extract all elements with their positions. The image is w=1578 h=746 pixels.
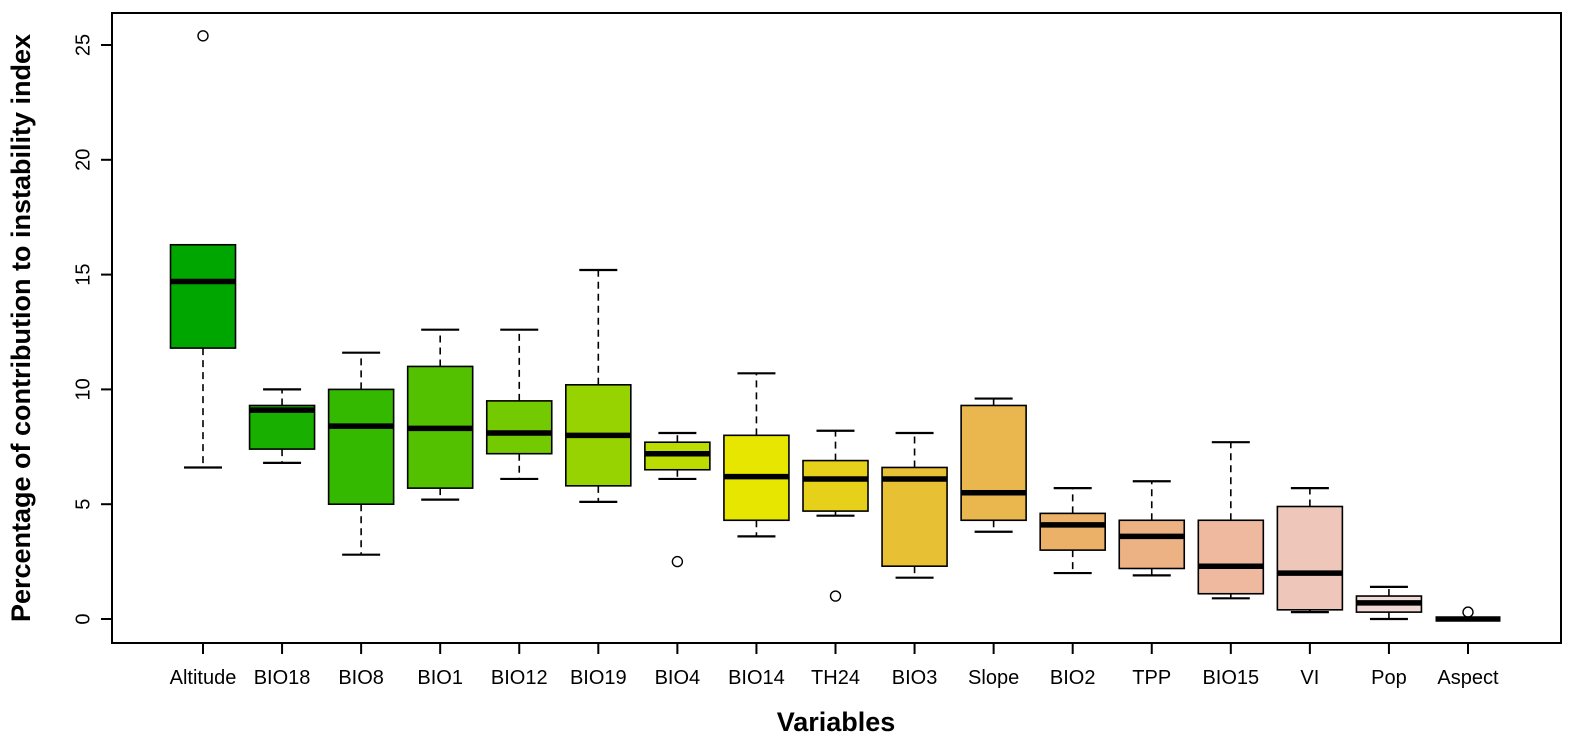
- y-tick-label: 5: [72, 499, 94, 510]
- outlier-point: [1462, 606, 1474, 618]
- y-axis-title: Percentage of contribution to instabilit…: [6, 34, 36, 622]
- box-bio15: [1197, 441, 1265, 600]
- x-tick-label: BIO19: [570, 667, 627, 689]
- x-tick-label: BIO14: [728, 667, 785, 689]
- y-tick-label: 15: [72, 263, 94, 285]
- box-altitude: [169, 30, 237, 469]
- box-bio3: [881, 431, 948, 579]
- box-bio14: [723, 372, 790, 538]
- x-tick-label: BIO15: [1202, 667, 1259, 689]
- y-tick-label: 20: [72, 149, 94, 171]
- x-tick-label: BIO12: [491, 667, 548, 689]
- plot-content: 0 5 10 15 20 25 Altitude BIO18 BIO8 BIO1 BIO12 BIO1…: [72, 30, 1501, 689]
- x-tick-label: TPP: [1132, 667, 1171, 689]
- x-tick-label: BIO1: [417, 667, 463, 689]
- y-tick-label: 10: [72, 378, 94, 400]
- box-bio18: [248, 388, 316, 464]
- iqr-box: [1118, 519, 1186, 570]
- x-tick-label: Pop: [1371, 667, 1407, 689]
- box-vi: [1276, 487, 1344, 614]
- box-pop: [1355, 585, 1423, 621]
- iqr-box: [327, 388, 395, 505]
- iqr-box: [169, 243, 237, 349]
- iqr-box: [485, 400, 553, 455]
- y-tick-label: 25: [72, 34, 94, 56]
- plot-border: [111, 12, 1562, 644]
- iqr-box: [1197, 519, 1265, 595]
- x-tick-label: VI: [1300, 667, 1319, 689]
- iqr-box: [802, 459, 869, 512]
- x-tick-label: BIO3: [892, 667, 938, 689]
- y-tick-label: 0: [72, 613, 94, 624]
- box-bio19: [565, 268, 632, 504]
- x-tick-label: TH24: [811, 667, 860, 689]
- box-bio8: [327, 351, 395, 556]
- x-tick-label: Slope: [968, 667, 1019, 689]
- box-th24: [802, 429, 869, 602]
- iqr-box: [1276, 505, 1344, 611]
- box-bio12: [485, 328, 553, 481]
- box-bio1: [406, 328, 474, 501]
- x-tick-label: BIO4: [655, 667, 701, 689]
- x-axis-title: Variables: [777, 707, 896, 737]
- iqr-box: [1039, 512, 1106, 551]
- box-slope: [960, 397, 1027, 533]
- outlier-point: [829, 590, 842, 602]
- x-tick-label: Altitude: [170, 667, 237, 689]
- box-tpp: [1118, 480, 1186, 577]
- box-bio4: [644, 431, 711, 568]
- iqr-box: [960, 404, 1027, 522]
- box-aspect: [1435, 606, 1501, 622]
- x-tick-label: BIO8: [338, 667, 384, 689]
- x-tick-label: BIO2: [1050, 667, 1096, 689]
- outlier-point: [197, 30, 209, 42]
- x-tick-label: Aspect: [1437, 667, 1499, 689]
- box-bio2: [1039, 487, 1106, 575]
- x-tick-label: BIO18: [254, 667, 311, 689]
- outlier-point: [671, 555, 684, 568]
- iqr-box: [881, 466, 948, 567]
